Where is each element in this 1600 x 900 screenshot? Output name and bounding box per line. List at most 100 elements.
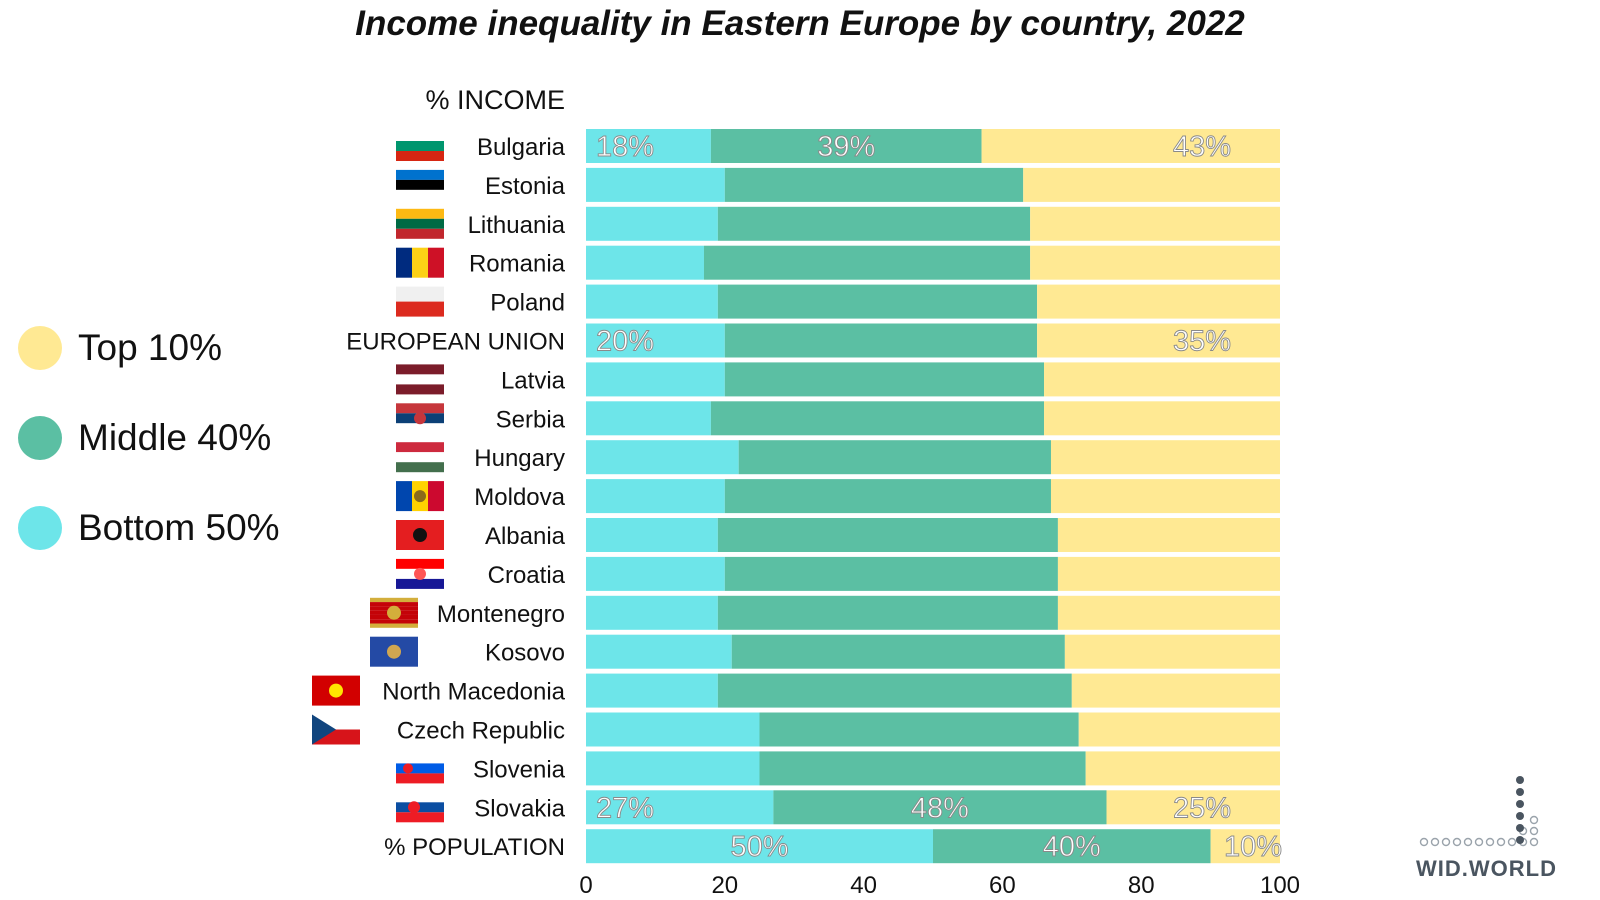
chart-title: Income inequality in Eastern Europe by c… <box>355 4 1245 43</box>
bar-kosovo-top-10pct <box>1064 634 1280 669</box>
bar-montenegro-middle-40pct <box>717 595 1058 630</box>
bar-poland-middle-40pct <box>717 284 1038 319</box>
wid-world-logo: WID.WORLD <box>1416 772 1576 882</box>
estonia-flag-icon <box>396 169 444 200</box>
category-label-moldova: Moldova <box>474 484 565 511</box>
bar-slovenia-middle-40pct <box>759 751 1086 786</box>
bar-hungary-top-10pct <box>1050 440 1280 475</box>
x-tick-label-0: 0 <box>579 872 592 899</box>
category-label-poland: Poland <box>490 290 565 317</box>
bar-serbia-bottom-50pct <box>586 401 711 436</box>
bar-estonia-top-10pct <box>1023 167 1280 202</box>
croatia-emblem-icon <box>414 567 426 580</box>
bar-north-macedonia-middle-40pct <box>717 673 1072 708</box>
north-macedonia-sun-icon <box>329 683 343 698</box>
bar-bulgaria-bottom-50pct <box>586 129 711 163</box>
x-tick-label-60: 60 <box>989 872 1016 899</box>
poland-flag-icon <box>396 286 444 317</box>
bar-moldova-top-10pct <box>1050 479 1280 514</box>
bar-pct-population-bottom-50pct <box>586 829 933 864</box>
bar-poland-bottom-50pct <box>586 284 718 319</box>
legend-label-middle40: Middle 40% <box>78 417 272 458</box>
data-label-slovakia-top-10pct: 25% <box>1173 792 1231 824</box>
bar-czech-republic-top-10pct <box>1078 712 1280 747</box>
bar-european-union-bottom-50pct <box>586 323 725 358</box>
bar-poland-top-10pct <box>1037 284 1280 319</box>
category-label-romania: Romania <box>469 251 566 278</box>
bar-albania-middle-40pct <box>717 518 1058 552</box>
bar-lithuania-bottom-50pct <box>586 206 718 241</box>
bar-latvia-top-10pct <box>1044 362 1280 397</box>
legend-label-bottom50: Bottom 50% <box>78 507 280 548</box>
romania-flag-icon <box>396 247 444 278</box>
bar-pct-population-top-10pct <box>1210 829 1280 864</box>
czech-triangle-icon <box>312 714 336 745</box>
data-label-slovakia-middle-40pct: 48% <box>911 792 969 824</box>
moldova-flag-icon <box>396 481 444 512</box>
bar-croatia-bottom-50pct <box>586 556 725 591</box>
kosovo-map-icon <box>387 644 401 659</box>
bar-czech-republic-bottom-50pct <box>586 712 760 747</box>
x-tick-label-80: 80 <box>1128 872 1155 899</box>
category-label-lithuania: Lithuania <box>468 212 566 239</box>
category-label-bulgaria: Bulgaria <box>477 134 566 161</box>
montenegro-eagle-icon <box>387 605 401 620</box>
bar-romania-middle-40pct <box>703 245 1031 280</box>
bar-romania-bottom-50pct <box>586 245 704 280</box>
slovenia-flag-icon <box>396 753 444 784</box>
hungary-flag-icon <box>396 442 444 473</box>
slovenia-emblem-icon <box>403 763 413 774</box>
bar-kosovo-middle-40pct <box>731 634 1065 669</box>
bar-croatia-middle-40pct <box>724 556 1058 591</box>
x-tick-label-40: 40 <box>850 872 877 899</box>
bar-lithuania-middle-40pct <box>717 206 1031 241</box>
data-label-european-union-top-10pct: 35% <box>1173 326 1231 358</box>
latvia-flag-icon <box>396 364 444 395</box>
category-label-croatia: Croatia <box>488 562 566 589</box>
category-label-albania: Albania <box>485 523 566 550</box>
bar-latvia-middle-40pct <box>724 362 1045 397</box>
bar-croatia-top-10pct <box>1057 556 1280 591</box>
bar-slovenia-top-10pct <box>1085 751 1280 786</box>
bar-north-macedonia-top-10pct <box>1071 673 1280 708</box>
moldova-emblem-icon <box>414 490 426 503</box>
bar-north-macedonia-bottom-50pct <box>586 673 718 708</box>
bar-moldova-middle-40pct <box>724 479 1051 514</box>
bar-albania-bottom-50pct <box>586 518 718 552</box>
data-label-pct-population-top-10pct: 10% <box>1224 831 1282 863</box>
bar-moldova-bottom-50pct <box>586 479 725 514</box>
serbia-emblem-icon <box>414 412 426 425</box>
bar-hungary-middle-40pct <box>738 440 1051 475</box>
category-label-serbia: Serbia <box>496 406 566 433</box>
bar-montenegro-top-10pct <box>1057 595 1280 630</box>
bar-slovakia-bottom-50pct <box>586 790 774 825</box>
bulgaria-flag-icon <box>396 131 444 161</box>
data-label-bulgaria-middle-40pct: 39% <box>817 131 875 163</box>
bar-slovakia-middle-40pct <box>773 790 1107 825</box>
bar-estonia-middle-40pct <box>724 167 1024 202</box>
bar-european-union-middle-40pct <box>724 323 1038 358</box>
bar-slovakia-top-10pct <box>1106 790 1280 825</box>
data-label-pct-population-middle-40pct: 40% <box>1043 831 1101 863</box>
bar-kosovo-bottom-50pct <box>586 634 732 669</box>
bar-serbia-middle-40pct <box>710 401 1045 436</box>
category-label-estonia: Estonia <box>485 173 566 200</box>
bar-montenegro-bottom-50pct <box>586 595 718 630</box>
albania-eagle-icon <box>413 528 427 542</box>
data-label-slovakia-bottom-50pct: 27% <box>596 792 654 824</box>
legend-swatch-top10 <box>18 326 62 370</box>
data-label-bulgaria-top-10pct: 43% <box>1173 131 1231 163</box>
category-label-montenegro: Montenegro <box>437 601 565 628</box>
category-label-slovenia: Slovenia <box>473 756 566 783</box>
category-label-latvia: Latvia <box>501 367 566 394</box>
category-label-european-union: EUROPEAN UNION <box>346 329 565 356</box>
income-header-label: % INCOME <box>425 85 565 115</box>
bar-estonia-bottom-50pct <box>586 167 725 202</box>
bar-czech-republic-middle-40pct <box>759 712 1079 747</box>
bar-lithuania-top-10pct <box>1030 206 1280 241</box>
bar-bulgaria-top-10pct <box>981 129 1280 163</box>
legend-label-top10: Top 10% <box>78 327 222 368</box>
category-label-north-macedonia: North Macedonia <box>382 679 565 706</box>
lithuania-flag-icon <box>396 208 444 239</box>
